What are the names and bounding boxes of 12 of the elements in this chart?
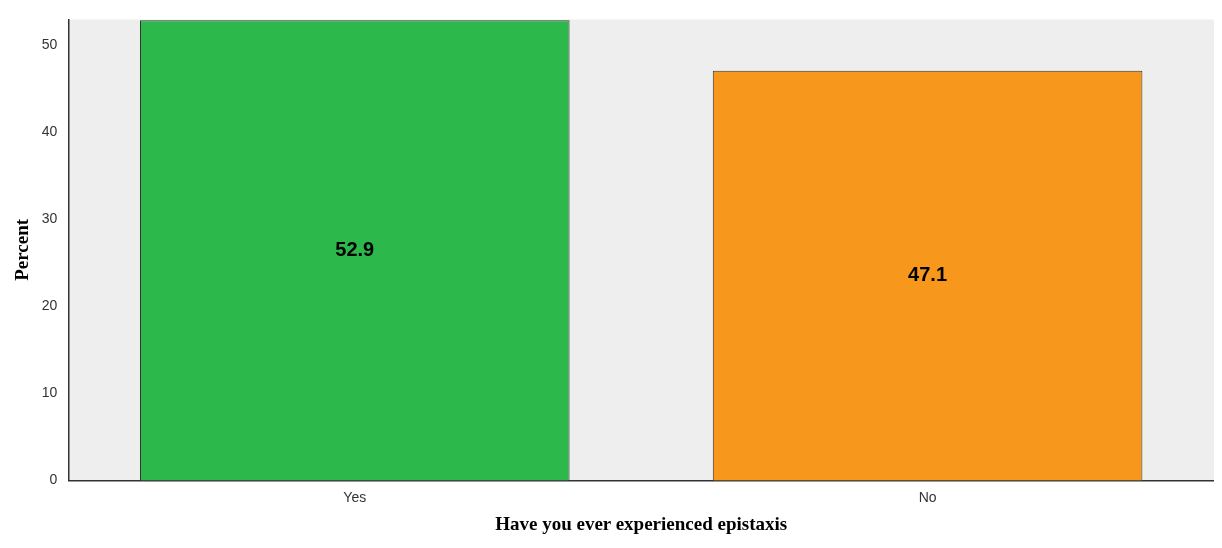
y-tick-label: 50 bbox=[41, 36, 58, 53]
y-tick-label: 20 bbox=[41, 297, 58, 314]
x-axis-title: Have you ever experienced epistaxis bbox=[495, 512, 788, 534]
y-tick-label: 10 bbox=[41, 384, 58, 401]
data-label: 52.9 bbox=[335, 237, 375, 260]
y-axis-title: Percent bbox=[11, 218, 33, 281]
x-tick-label: Yes bbox=[343, 488, 367, 505]
y-tick-label: 30 bbox=[41, 210, 58, 227]
data-label: 47.1 bbox=[908, 263, 948, 286]
x-tick-label: No bbox=[918, 488, 937, 505]
y-tick-label: 40 bbox=[41, 123, 58, 140]
y-tick-label: 0 bbox=[49, 471, 58, 488]
